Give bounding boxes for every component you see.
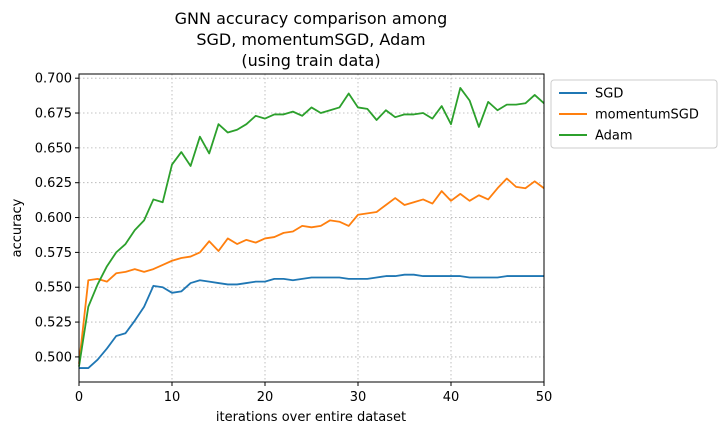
series-line-sgd xyxy=(79,273,544,369)
legend: SGD momentumSGD Adam xyxy=(550,79,718,149)
y-tick-label: 0.650 xyxy=(35,141,72,156)
y-tick-label: 0.700 xyxy=(35,72,72,87)
x-tick-label: 30 xyxy=(350,390,367,405)
x-tick-label: 40 xyxy=(443,390,460,405)
y-tick-label: 0.600 xyxy=(35,211,72,226)
y-tick-label: 0.625 xyxy=(35,176,72,191)
x-tick-label: 20 xyxy=(257,390,274,405)
y-tick-label: 0.675 xyxy=(35,107,72,122)
legend-box xyxy=(550,79,718,149)
y-tick-label: 0.550 xyxy=(35,281,72,296)
y-tick-label: 0.500 xyxy=(35,350,72,365)
grid-lines xyxy=(78,74,545,382)
x-axis-label: iterations over entire dataset xyxy=(216,410,406,425)
plot-frame xyxy=(78,73,545,383)
chart-title-line-1: GNN accuracy comparison among xyxy=(175,9,448,28)
series-line-adam xyxy=(78,87,545,367)
series-line-momentumsgd xyxy=(78,177,545,364)
legend-label: SGD xyxy=(595,87,623,102)
y-tick-label: 0.525 xyxy=(35,316,72,331)
legend-label: Adam xyxy=(595,129,633,144)
legend-label: momentumSGD xyxy=(595,108,699,123)
y-tick-label: 0.575 xyxy=(35,246,72,261)
series-lines xyxy=(78,87,545,369)
x-axis-ticks: 0 10 20 30 40 50 xyxy=(75,382,552,405)
x-tick-label: 10 xyxy=(164,390,181,405)
chart-title-line-2: SGD, momentumSGD, Adam xyxy=(196,30,425,49)
y-axis-ticks: 0.500 0.525 0.550 0.575 0.600 0.625 0.650 0.675… xyxy=(35,72,79,365)
y-axis-label: accuracy xyxy=(10,198,25,257)
chart-title-line-3: (using train data) xyxy=(241,51,380,70)
x-tick-label: 0 xyxy=(75,390,83,405)
x-tick-label: 50 xyxy=(536,390,553,405)
chart-title: GNN accuracy comparison among SGD, momen… xyxy=(175,9,448,70)
